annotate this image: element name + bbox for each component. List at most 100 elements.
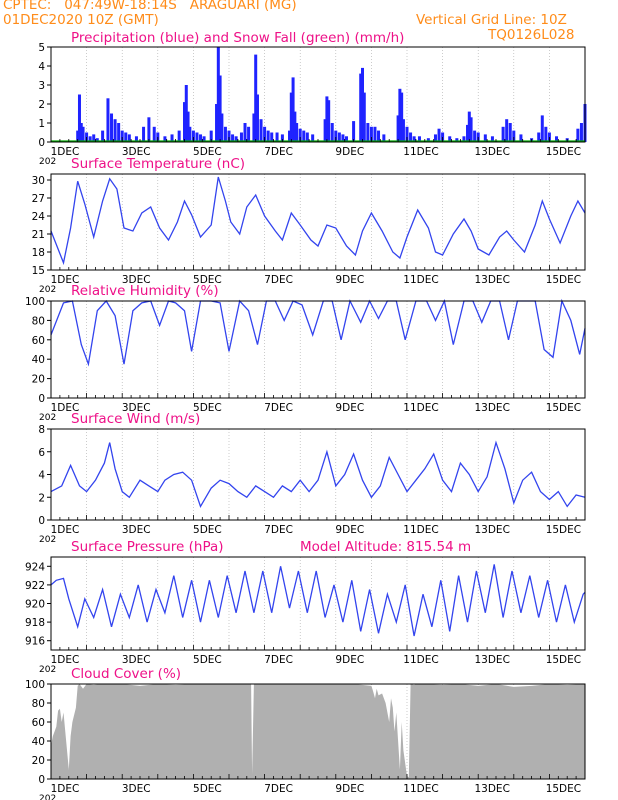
precip-bar xyxy=(124,132,128,142)
precip-bar xyxy=(505,119,509,142)
precip-bar xyxy=(183,102,186,142)
precip-bar xyxy=(113,119,117,142)
precip-bar xyxy=(117,123,121,142)
x-tick-label: 11DEC xyxy=(403,146,438,158)
precip-bar xyxy=(366,123,370,142)
precip-bar xyxy=(508,123,512,142)
x-tick-label: 5DEC xyxy=(193,402,222,414)
y-tick-label: 27 xyxy=(32,193,45,205)
y-tick-label: 18 xyxy=(32,247,45,259)
precip-bar xyxy=(417,136,421,142)
x-tick-label: 7DEC xyxy=(264,274,293,286)
precip-bar xyxy=(291,77,295,142)
precip-bar xyxy=(305,132,309,142)
x-tick-label: 15DEC xyxy=(546,524,581,536)
x-tick-label: 9DEC xyxy=(335,524,364,536)
precip-bar xyxy=(220,113,224,142)
precip-bar xyxy=(275,132,279,142)
precip-bar xyxy=(325,96,329,142)
y-tick-label: 3 xyxy=(38,80,45,92)
y-tick-label: 918 xyxy=(25,617,45,629)
precip-bar xyxy=(147,117,151,142)
x-tick-label: 3DEC xyxy=(122,654,151,666)
y-tick-label: 6 xyxy=(38,447,45,459)
y-tick-label: 100 xyxy=(25,679,45,691)
precip-bar xyxy=(377,130,381,142)
y-tick-label: 2 xyxy=(38,99,45,111)
x-tick-label: 13DEC xyxy=(474,654,509,666)
precip-bar xyxy=(254,54,258,142)
x-tick-label: 13DEC xyxy=(474,783,509,795)
x-tick-label: 9DEC xyxy=(335,654,364,666)
x-tick-label: 7DEC xyxy=(264,524,293,536)
precip-bar xyxy=(405,126,409,142)
y-tick-label: 0 xyxy=(38,515,45,527)
temp-line xyxy=(50,176,586,266)
x-tick-label: 5DEC xyxy=(193,274,222,286)
y-tick-label: 1 xyxy=(38,118,45,130)
precip-bar xyxy=(152,126,156,142)
precip-bar xyxy=(186,111,190,142)
y-tick-label: 5 xyxy=(38,42,45,54)
precip-bar xyxy=(344,136,348,142)
panel-frame xyxy=(50,173,586,271)
year-fragment: 202 xyxy=(39,665,56,675)
x-tick-label: 1DEC xyxy=(51,654,80,666)
precip-bar xyxy=(106,98,110,142)
wind-line xyxy=(50,440,586,508)
precip-bar xyxy=(231,134,235,142)
precip-bar xyxy=(295,123,299,142)
pressure-line xyxy=(50,564,586,637)
y-tick-label: 20 xyxy=(32,755,45,767)
precip-bar xyxy=(512,130,516,142)
precip-bar xyxy=(323,119,327,142)
precip-bar xyxy=(195,132,199,142)
precip-bar xyxy=(540,115,544,142)
precip-bar xyxy=(448,136,452,142)
precip-bar xyxy=(199,134,203,142)
year-fragment: 202 xyxy=(39,413,56,423)
header-location: CPTEC: 047:49W-18:14S ARAGUARI (MG) xyxy=(3,0,297,13)
x-tick-label: 5DEC xyxy=(193,654,222,666)
precip-bar xyxy=(215,104,219,142)
y-tick-label: 100 xyxy=(25,296,45,308)
precip-bar xyxy=(234,136,238,142)
y-tick-label: 60 xyxy=(32,717,45,729)
precip-bar xyxy=(227,130,231,142)
precip-bar xyxy=(252,113,256,142)
precip-bar xyxy=(352,121,356,142)
panel-frame xyxy=(50,300,586,399)
y-tick-label: 4 xyxy=(38,470,45,482)
precip-bar xyxy=(373,126,377,142)
temperature-title: Surface Temperature (nC) xyxy=(71,156,245,172)
x-tick-label: 9DEC xyxy=(335,274,364,286)
precipitation-title: Precipitation (blue) and Snow Fall (gree… xyxy=(71,30,404,46)
precip-bar xyxy=(76,130,80,142)
precipitation-panel: Precipitation (blue) and Snow Fall (gree… xyxy=(38,30,587,167)
precip-bar xyxy=(216,47,220,142)
precip-bar xyxy=(88,136,92,142)
y-tick-label: 80 xyxy=(32,315,45,327)
precip-bar xyxy=(280,134,284,142)
precip-bar xyxy=(579,123,583,142)
precip-bar xyxy=(209,130,213,142)
precip-bar xyxy=(110,113,114,142)
header-model-code: TQ0126L028 xyxy=(488,27,575,43)
y-tick-label: 60 xyxy=(32,335,45,347)
y-tick-label: 40 xyxy=(32,354,45,366)
y-tick-label: 40 xyxy=(32,736,45,748)
y-tick-label: 80 xyxy=(32,698,45,710)
x-tick-label: 7DEC xyxy=(264,146,293,158)
year-fragment: 202 xyxy=(39,157,56,167)
precip-bar xyxy=(247,126,251,142)
year-fragment: 202 xyxy=(39,285,56,295)
precip-bar xyxy=(239,132,243,142)
x-tick-label: 5DEC xyxy=(193,146,222,158)
precip-bar xyxy=(382,134,386,142)
precip-bar xyxy=(401,119,405,142)
precip-bar xyxy=(483,134,487,142)
y-tick-label: 8 xyxy=(38,424,45,436)
precip-bar xyxy=(243,123,247,142)
precip-bar xyxy=(455,138,459,142)
x-tick-label: 15DEC xyxy=(546,654,581,666)
